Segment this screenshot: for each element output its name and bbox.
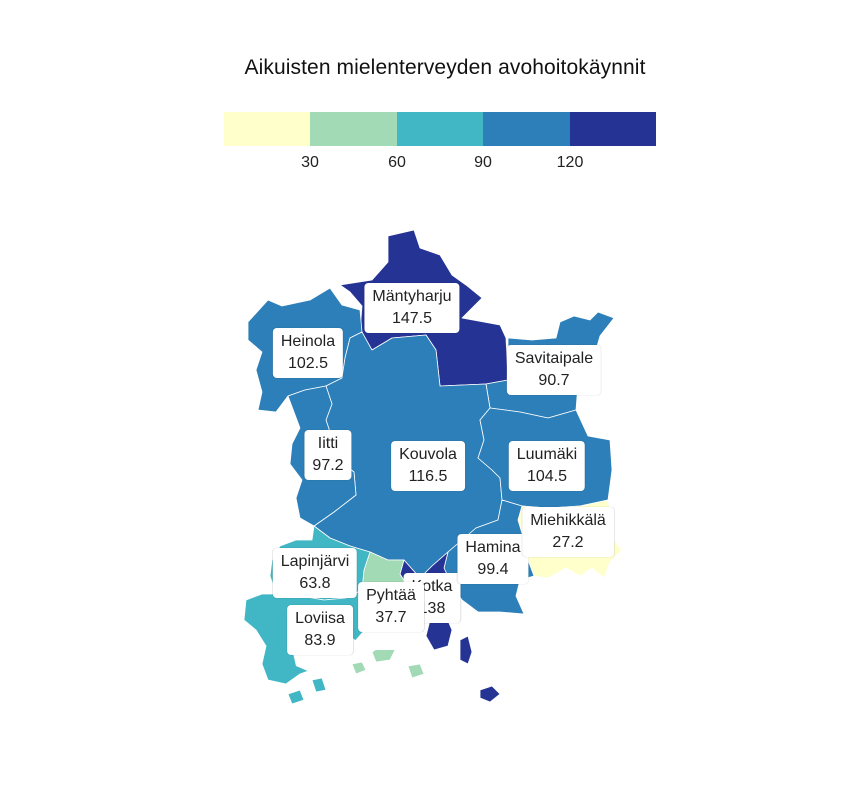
legend-swatch-2 [310,112,397,146]
region-value: 138 [418,600,446,617]
legend-swatch-3 [396,112,484,146]
map-title: Aikuisten mielenterveyden avohoitokäynni… [244,56,646,79]
region-label-mantyharju: Mäntyharju 147.5 [364,283,460,333]
legend-tick: 30 [301,154,319,171]
region-value: 97.2 [312,457,344,474]
region-value: 83.9 [304,632,336,649]
region-name: Hamina [465,539,521,556]
region-value: 99.4 [477,561,509,578]
region-name: Pyhtää [366,587,416,604]
region-pyhtaa-island[interactable] [407,663,425,679]
legend-swatch-5 [569,112,657,146]
region-name: Mäntyharju [372,288,452,305]
region-name: Iitti [317,435,339,452]
region-label-luumaki: Luumäki 104.5 [508,441,586,491]
region-label-savitaipale: Savitaipale 90.7 [506,345,602,395]
region-value: 37.7 [375,609,407,626]
region-name: Lapinjärvi [280,553,350,570]
region-value: 104.5 [526,468,568,485]
region-kotka-island[interactable] [479,685,501,703]
legend-swatch-1 [224,112,311,146]
region-value: 147.5 [391,310,433,327]
region-name: Savitaipale [514,350,594,367]
region-label-pyhtaa: Pyhtää 37.7 [358,582,424,632]
region-name: Kouvola [399,446,457,463]
region-value: 27.2 [552,534,584,551]
color-legend [224,112,657,146]
legend-tick: 120 [556,154,584,171]
region-loviisa-island[interactable] [311,677,327,693]
region-value: 90.7 [538,372,570,389]
region-name: Heinola [280,333,336,350]
region-label-heinola: Heinola 102.5 [272,328,344,378]
legend-swatch-4 [483,112,570,146]
region-label-loviisa: Loviisa 83.9 [287,605,353,655]
legend-tick: 90 [474,154,492,171]
region-name: Luumäki [516,446,578,463]
legend-ticks: 30 60 90 120 [224,154,656,174]
region-label-hamina: Hamina 99.4 [457,534,529,584]
region-label-miehikkala: Miehikkälä 27.2 [522,507,614,557]
region-pyhtaa-island[interactable] [351,661,367,675]
region-value: 102.5 [287,355,329,372]
region-label-lapinjarvi: Lapinjärvi 63.8 [272,548,358,598]
region-value: 116.5 [408,468,448,485]
region-label-kouvola: Kouvola 116.5 [391,441,465,491]
region-name: Miehikkälä [530,512,606,529]
region-kotka-island[interactable] [459,635,473,665]
sea-bay [360,626,410,650]
legend-tick: 60 [388,154,406,171]
region-label-iitti: Iitti 97.2 [304,430,352,480]
region-value: 63.8 [299,575,331,592]
region-name: Loviisa [295,610,345,627]
region-loviisa-island[interactable] [287,689,305,705]
